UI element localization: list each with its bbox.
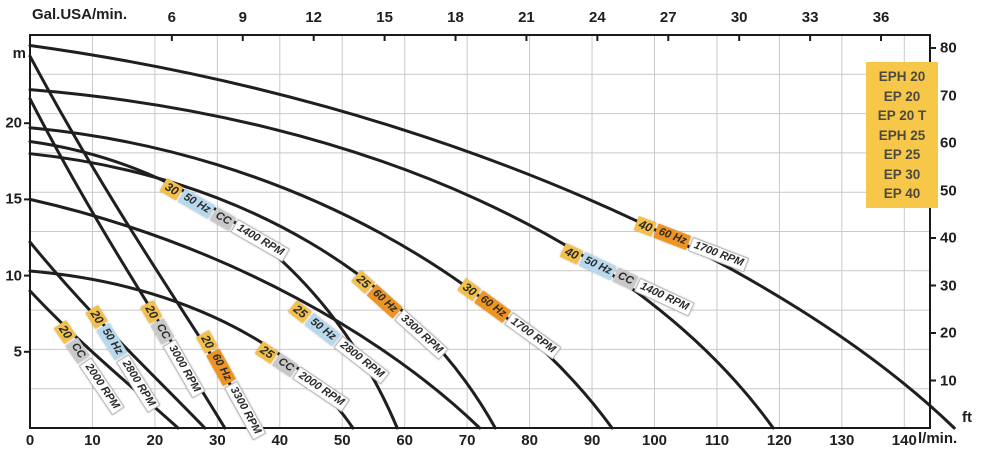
top-axis-tick-label: 33: [801, 9, 819, 26]
bottom-axis-tick-label: 10: [84, 432, 101, 449]
pump-curve: [28, 126, 614, 430]
pump-curve: [28, 43, 956, 430]
right-axis-tick-label: 50: [940, 182, 957, 199]
left-axis-tick-label: 20: [5, 114, 22, 132]
top-axis-tick-label: 12: [305, 9, 323, 26]
right-axis-tick-label: 70: [940, 87, 957, 104]
legend-model: EP 25: [883, 147, 921, 162]
bottom-axis-tick-label: 20: [146, 432, 164, 449]
legend-model: EPH 25: [878, 127, 926, 143]
right-axis-tick-label: 10: [940, 372, 957, 389]
left-axis-tick-label: 10: [5, 267, 22, 285]
top-axis-tick-label: 36: [872, 9, 890, 26]
right-axis-unit-label: ft: [962, 409, 972, 426]
bottom-axis-tick-label: 70: [458, 432, 476, 449]
right-axis-tick-label: 60: [940, 134, 957, 152]
bottom-axis-tick-label: 120: [766, 432, 792, 449]
bottom-axis-tick-label: 130: [829, 432, 855, 449]
pump-curve: [28, 197, 482, 430]
bottom-axis-tick-label: 80: [521, 432, 538, 449]
bottom-axis-unit-label: l/min.: [918, 430, 958, 447]
top-axis-tick-label: 18: [447, 9, 464, 26]
top-axis-tick-label: 24: [589, 9, 606, 26]
top-axis-tick-label: 27: [659, 9, 677, 26]
top-axis-tick-label: 21: [518, 9, 535, 26]
plot-border: [29, 34, 931, 429]
bottom-axis-tick-label: 90: [583, 432, 601, 449]
top-axis-tick-label: 30: [730, 9, 748, 26]
pump-curve: [28, 152, 497, 430]
left-axis-unit-label: m: [12, 45, 26, 62]
right-axis-tick-label: 40: [940, 229, 957, 247]
pump-curve: [28, 289, 180, 430]
top-axis-tick-label: 9: [238, 9, 247, 26]
bottom-axis-tick-label: 30: [209, 432, 226, 449]
top-axis-unit-label: Gal.USA/min.: [32, 6, 128, 23]
bottom-axis-tick-label: 100: [641, 432, 668, 449]
top-axis-tick-label: 15: [376, 9, 393, 26]
bottom-axis-tick-label: 50: [333, 432, 351, 449]
bottom-axis-tick-label: 0: [25, 432, 35, 449]
right-axis-tick-label: 80: [940, 39, 957, 57]
left-axis-tick-label: 15: [5, 190, 22, 208]
legend-model: EP 30: [883, 166, 921, 182]
legend-model: EPH 20: [878, 69, 926, 84]
right-axis-tick-label: 20: [940, 324, 957, 342]
bottom-axis-tick-label: 110: [704, 432, 730, 449]
bottom-axis-tick-label: 140: [891, 432, 917, 449]
top-axis-tick-label: 6: [167, 9, 176, 26]
bottom-axis-tick-label: 40: [271, 432, 289, 449]
bottom-axis-tick-label: 60: [396, 432, 414, 449]
right-axis-tick-label: 30: [940, 277, 957, 294]
legend-model: EP 20 T: [877, 108, 927, 123]
pump-curve: [28, 88, 775, 430]
left-axis-tick-label: 5: [13, 343, 22, 361]
legend-model: EP 40: [883, 186, 921, 201]
legend-model: EP 20: [883, 88, 921, 104]
legend: EPH 20 EP 20 EP 20 T EPH 25 EP 25 EP 30 EP 40: [866, 62, 938, 208]
